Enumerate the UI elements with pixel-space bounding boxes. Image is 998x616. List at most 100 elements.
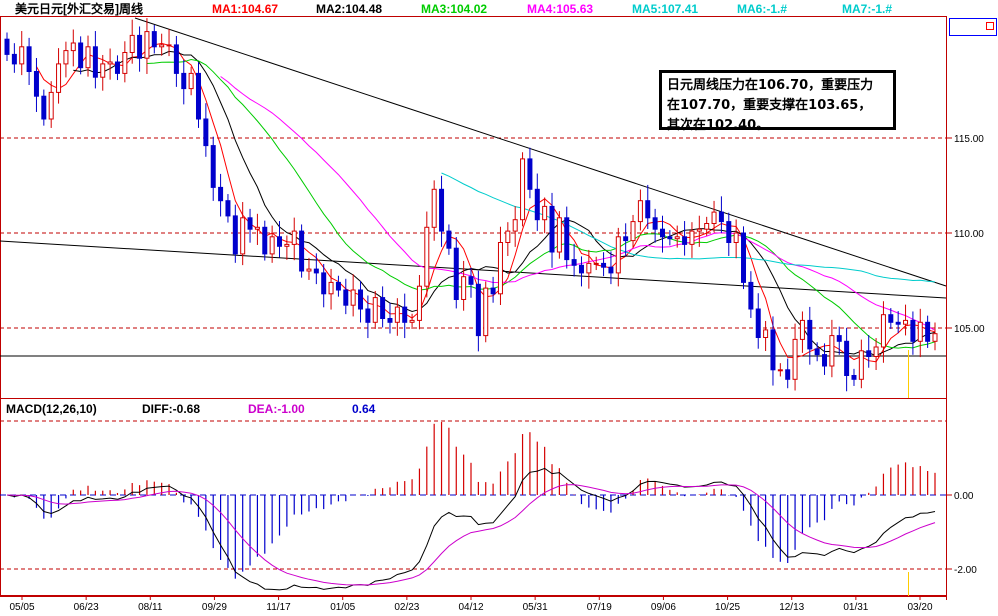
candle-body: [100, 63, 106, 78]
candle-body: [151, 31, 157, 48]
candle-body: [520, 158, 526, 221]
candle-body: [4, 38, 10, 55]
ma-line: [146, 58, 936, 349]
resistance-trendline: [134, 17, 947, 287]
candle-body: [284, 243, 290, 247]
candle-body: [645, 200, 651, 219]
candle-body: [880, 314, 886, 348]
macd-gridlines: [0, 420, 946, 570]
ma-line: [73, 50, 936, 357]
candle-body: [608, 266, 614, 274]
candle-body: [380, 297, 386, 320]
candle-body: [652, 217, 658, 230]
candle-body: [807, 319, 813, 350]
candle-body: [225, 200, 231, 217]
macd-histogram: [13, 422, 936, 579]
candle-body: [291, 230, 297, 245]
candle-body: [741, 232, 747, 283]
candle-body: [564, 217, 570, 261]
candle-body: [11, 53, 17, 65]
candle-body: [299, 230, 305, 272]
candle-body: [424, 226, 430, 287]
candle-body: [439, 188, 445, 232]
x-tick-label: 05/05: [9, 602, 34, 613]
candle-body: [468, 276, 474, 285]
candle-body: [763, 329, 769, 338]
candle-body: [107, 61, 113, 65]
candle-body: [858, 350, 864, 380]
candle-body: [409, 319, 415, 323]
candle-body: [262, 226, 268, 255]
price-y-axis: 115.00 110.00 105.00: [946, 134, 985, 335]
candle-body: [836, 335, 842, 342]
candle-body: [851, 375, 857, 380]
candle-body: [549, 205, 555, 253]
candle-body: [19, 46, 25, 65]
x-axis: 05/05 06/23 08/11 09/29 11/17 01/05 02/23 04/12…: [9, 596, 933, 613]
candle-body: [306, 268, 312, 272]
candle-body: [254, 226, 260, 230]
candle-body: [615, 236, 621, 274]
candle-body: [203, 118, 209, 147]
candle-body: [33, 71, 39, 97]
candle-body: [490, 287, 496, 295]
macd-y-axis: 0.00 -2.00: [946, 491, 977, 576]
candle-body: [173, 44, 179, 74]
x-tick-label: 06/23: [74, 602, 99, 613]
candle-body: [770, 329, 776, 371]
candle-body: [623, 236, 629, 242]
y-tick-label: 105.00: [954, 324, 985, 335]
candle-body: [181, 72, 187, 90]
candle-body: [122, 52, 128, 74]
candle-body: [667, 236, 673, 240]
candle-body: [387, 318, 393, 323]
x-tick-label: 05/31: [523, 602, 548, 613]
candle-body: [78, 42, 84, 69]
x-tick-label: 07/19: [587, 602, 612, 613]
x-tick-label: 08/11: [138, 602, 163, 613]
candle-body: [372, 297, 378, 323]
ma-header-label: MA3:104.02: [421, 2, 487, 16]
macd-y-tick-label: 0.00: [954, 491, 974, 502]
corner-marker: [986, 22, 994, 30]
candle-body: [48, 91, 54, 120]
y-tick-label: 110.00: [954, 229, 984, 240]
macd-label: MACD(12,26,10): [6, 402, 97, 416]
candle-body: [777, 369, 783, 372]
candle-body: [335, 281, 341, 291]
candle-body: [129, 34, 135, 54]
note-line: 在107.70，重要支撑在103.65，: [667, 98, 872, 113]
candle-body: [512, 219, 518, 232]
candle-body: [586, 262, 592, 274]
candle-body: [888, 314, 894, 323]
ma-line: [220, 76, 936, 331]
candle-body: [571, 259, 577, 266]
dea-label: DEA:-1.00: [248, 402, 305, 416]
candle-body: [328, 281, 334, 295]
candle-body: [483, 287, 489, 337]
candle-body: [814, 348, 820, 356]
x-tick-label: 01/05: [330, 602, 355, 613]
candle-body: [277, 236, 283, 247]
candle-body: [313, 268, 319, 274]
candle-body: [56, 63, 62, 93]
x-tick-label: 09/29: [202, 602, 227, 613]
candle-body: [755, 308, 761, 338]
candle-body: [556, 217, 562, 253]
candle-body: [534, 188, 540, 221]
candle-body: [696, 228, 702, 232]
candle-body: [247, 217, 253, 230]
note-line: 日元周线压力在106.70，重要压力: [667, 78, 874, 93]
candle-body: [822, 354, 828, 367]
candle-body: [210, 145, 216, 188]
ma-header-label: MA6:-1.#: [737, 2, 787, 16]
candle-body: [41, 95, 47, 120]
candle-body: [527, 158, 533, 190]
candle-body: [431, 188, 437, 228]
candle-body: [137, 34, 143, 59]
candle-body: [461, 276, 467, 301]
x-tick-label: 12/13: [779, 602, 804, 613]
candle-body: [925, 321, 931, 342]
candle-body: [195, 72, 201, 120]
